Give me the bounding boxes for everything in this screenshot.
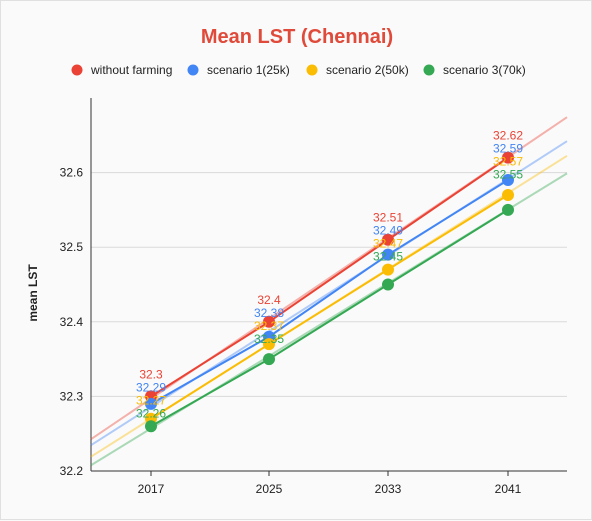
data-point-without-farming xyxy=(263,315,275,328)
data-point-without-farming xyxy=(502,151,514,164)
legend-item-without-farming: without farming xyxy=(71,63,172,77)
data-label-scenario-3-70k: 32.45 xyxy=(373,250,403,264)
x-tick-label: 2033 xyxy=(375,482,402,496)
legend-item-scenario-2-50k: scenario 2(50k) xyxy=(306,63,409,77)
data-point-scenario-1-25k xyxy=(382,248,394,261)
data-label-without-farming: 32.4 xyxy=(257,293,281,307)
series-line-scenario-2-50k xyxy=(150,194,509,420)
data-label-without-farming: 32.3 xyxy=(139,367,163,381)
data-label-without-farming: 32.51 xyxy=(373,211,403,225)
data-label-without-farming: 32.62 xyxy=(493,129,523,143)
data-label-scenario-1-25k: 32.29 xyxy=(136,380,166,394)
legend: without farming scenario 1(25k) scenario 2… xyxy=(71,63,526,77)
data-label-scenario-1-25k: 32.38 xyxy=(254,306,284,320)
data-points xyxy=(145,151,514,433)
data-point-scenario-2-50k xyxy=(263,338,275,351)
x-tick-label: 2017 xyxy=(138,482,165,496)
data-point-scenario-2-50k xyxy=(502,188,514,201)
data-label-scenario-3-70k: 32.26 xyxy=(136,406,166,420)
data-label-scenario-1-25k: 32.49 xyxy=(373,224,403,238)
x-axis: 2017 2025 2033 2041 xyxy=(138,471,522,496)
legend-label: scenario 3(70k) xyxy=(443,63,526,77)
legend-label: scenario 1(25k) xyxy=(207,63,290,77)
legend-label: scenario 2(50k) xyxy=(326,63,409,77)
series-line-scenario-1-25k xyxy=(150,179,509,405)
legend-swatch xyxy=(423,64,435,76)
series-lines xyxy=(150,156,509,428)
data-point-scenario-3-70k xyxy=(502,203,514,216)
legend-swatch xyxy=(187,64,199,76)
x-tick-label: 2025 xyxy=(256,482,283,496)
data-point-scenario-3-70k xyxy=(145,420,157,433)
data-point-scenario-3-70k xyxy=(382,278,394,291)
legend-label: without farming xyxy=(90,63,172,77)
data-label-scenario-1-25k: 32.59 xyxy=(493,142,523,156)
y-tick-label: 32.2 xyxy=(60,464,84,478)
x-tick-label: 2041 xyxy=(495,482,522,496)
data-label-scenario-2-50k: 32.27 xyxy=(136,393,166,407)
data-label-scenario-2-50k: 32.57 xyxy=(493,155,523,169)
data-point-scenario-2-50k xyxy=(382,263,394,276)
data-label-scenario-2-50k: 32.47 xyxy=(373,237,403,251)
legend-swatch xyxy=(306,64,318,76)
legend-item-scenario-1-25k: scenario 1(25k) xyxy=(187,63,290,77)
legend-item-scenario-3-70k: scenario 3(70k) xyxy=(423,63,526,77)
series-line-without-farming xyxy=(150,156,509,398)
y-tick-label: 32.3 xyxy=(60,389,84,403)
data-point-scenario-3-70k xyxy=(263,353,275,366)
data-label-scenario-3-70k: 32.35 xyxy=(254,332,284,346)
data-point-without-farming xyxy=(382,233,394,246)
y-axis-label: mean LST xyxy=(26,264,40,322)
y-axis: 32.2 32.3 32.4 32.5 32.6 xyxy=(60,166,84,478)
data-label-scenario-2-50k: 32.37 xyxy=(254,319,284,333)
data-point-scenario-1-25k xyxy=(502,174,514,187)
data-point-scenario-1-25k xyxy=(145,397,157,410)
data-label-scenario-3-70k: 32.55 xyxy=(493,168,523,182)
y-tick-label: 32.4 xyxy=(60,315,84,329)
chart-title: Mean LST (Chennai) xyxy=(201,26,393,48)
y-tick-label: 32.6 xyxy=(60,166,84,180)
legend-swatch xyxy=(71,64,83,76)
y-tick-label: 32.5 xyxy=(60,240,84,254)
series-line-scenario-3-70k xyxy=(150,209,509,428)
